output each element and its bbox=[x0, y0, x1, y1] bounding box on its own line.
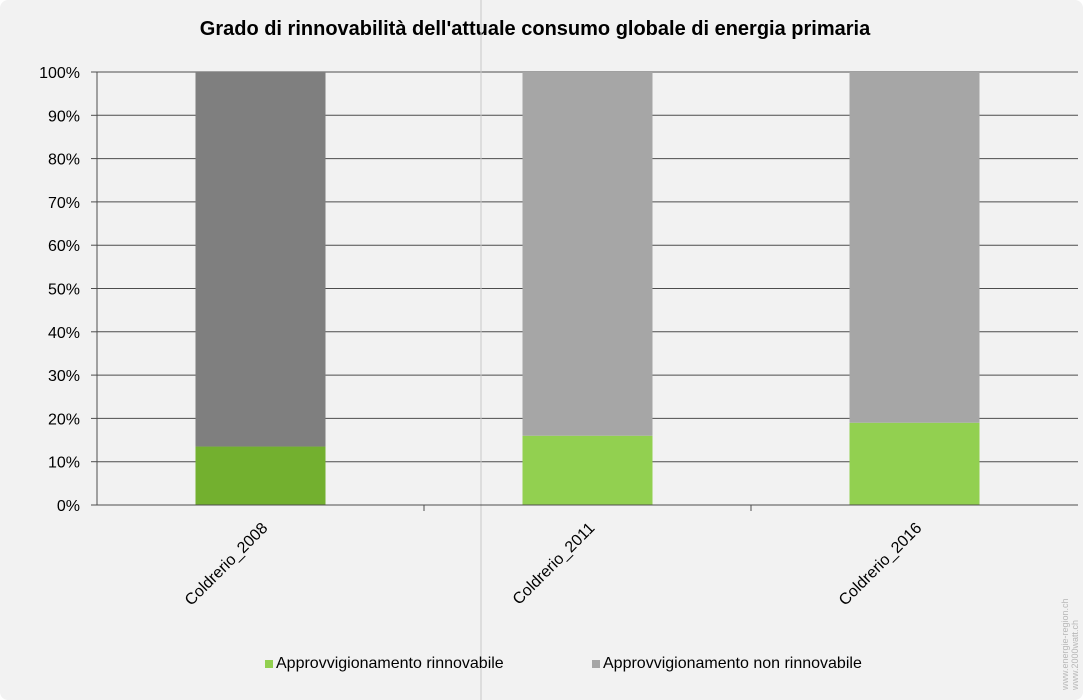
y-tick-label: 60% bbox=[48, 238, 80, 255]
bar-renewable-coldrerio_2008 bbox=[195, 446, 326, 505]
y-tick-label: 20% bbox=[48, 411, 80, 428]
y-tick-label: 10% bbox=[48, 455, 80, 472]
bar-renewable-coldrerio_2016 bbox=[849, 422, 980, 505]
x-category-label: Coldrerio_2008 bbox=[182, 520, 271, 609]
y-tick-label: 80% bbox=[48, 152, 80, 169]
y-tick-label: 70% bbox=[48, 195, 80, 212]
legend-swatch-non-renewable bbox=[592, 660, 600, 668]
legend-item-renewable: Approvvigionamento rinnovabile bbox=[265, 655, 504, 673]
y-tick-label: 40% bbox=[48, 325, 80, 342]
legend-item-non-renewable: Approvvigionamento non rinnovabile bbox=[592, 655, 862, 673]
watermark-line-1: www.energie-region.ch bbox=[1060, 598, 1070, 690]
bar-non-renewable-coldrerio_2016 bbox=[849, 72, 980, 423]
x-category-label: Coldrerio_2016 bbox=[836, 520, 925, 609]
bar-non-renewable-coldrerio_2008 bbox=[195, 72, 326, 447]
x-category-label: Coldrerio_2011 bbox=[510, 520, 599, 609]
y-tick-label: 100% bbox=[39, 65, 80, 82]
y-tick-label: 30% bbox=[48, 368, 80, 385]
watermark: www.energie-region.ch www.2000watt.ch bbox=[1060, 598, 1080, 690]
bar-non-renewable-coldrerio_2011 bbox=[522, 72, 653, 436]
chart-title: Grado di rinnovabilità dell'attuale cons… bbox=[199, 18, 871, 40]
legend-label-renewable: Approvvigionamento rinnovabile bbox=[276, 655, 504, 672]
legend-label-non-renewable: Approvvigionamento non rinnovabile bbox=[603, 655, 862, 672]
legend-swatch-renewable bbox=[265, 660, 273, 668]
y-tick-label: 50% bbox=[48, 282, 80, 299]
watermark-line-2: www.2000watt.ch bbox=[1070, 619, 1080, 690]
bar-renewable-coldrerio_2011 bbox=[522, 435, 653, 505]
y-tick-label: 90% bbox=[48, 108, 80, 125]
y-tick-label: 0% bbox=[57, 498, 80, 515]
